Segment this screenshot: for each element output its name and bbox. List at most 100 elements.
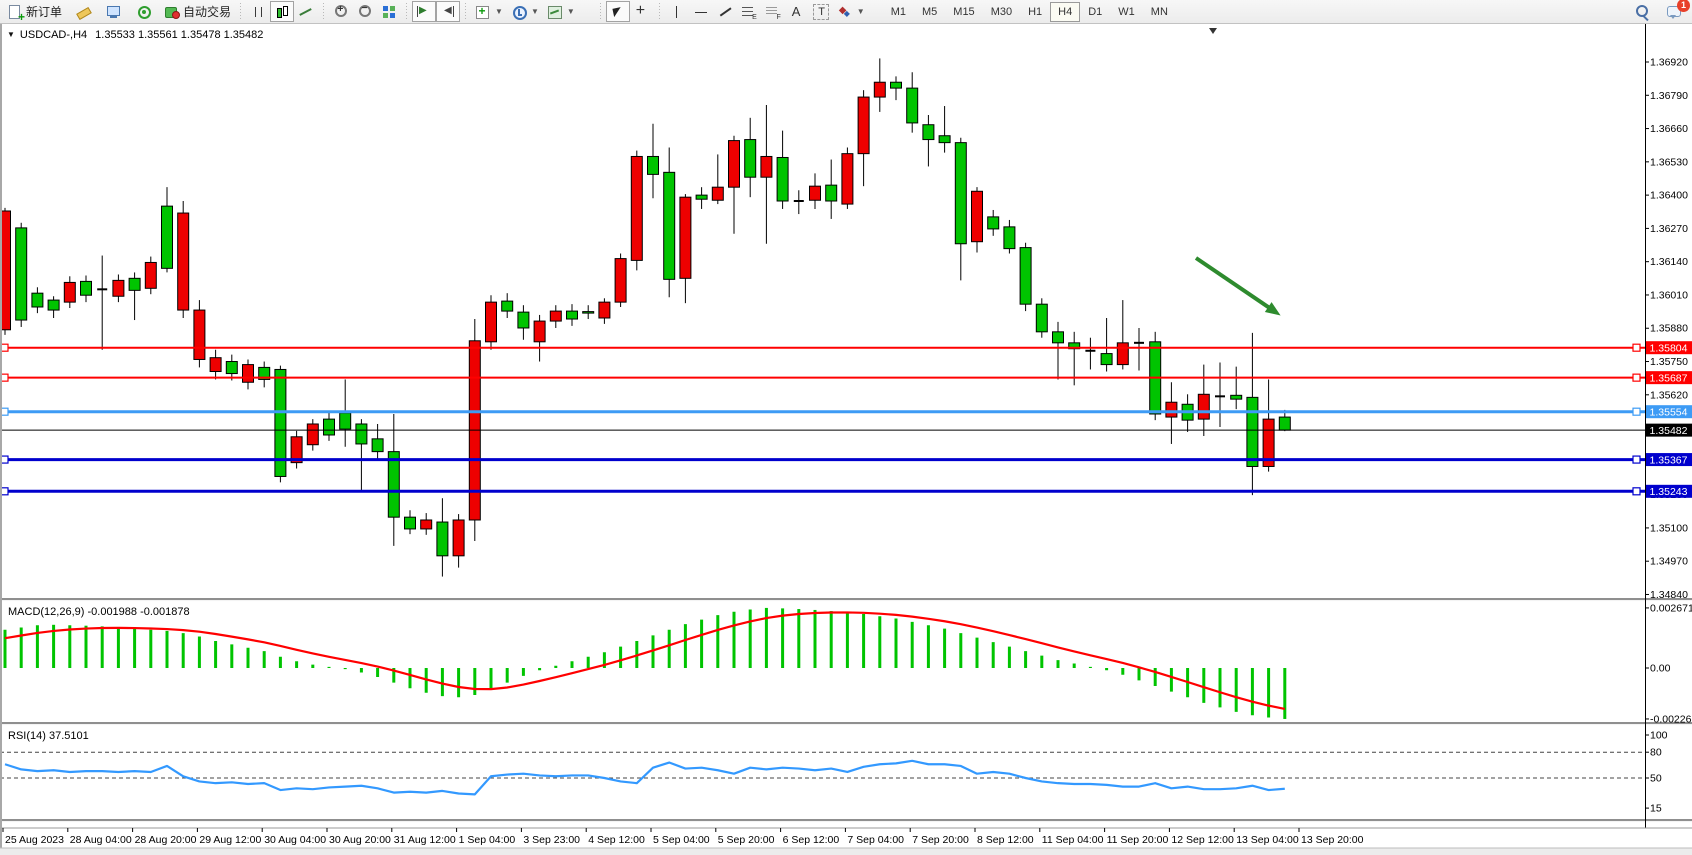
templates-button[interactable]: ▼ [543,1,579,22]
crosshair-tool-button[interactable] [630,1,654,22]
time-axis-label: 30 Aug 04:00 [264,834,326,846]
timeframe-h1-button[interactable]: H1 [1020,2,1050,22]
line-handle[interactable] [1632,487,1641,496]
indicators-button[interactable]: ▼ [471,1,507,22]
pencil-icon [76,4,92,20]
time-axis-label: 12 Sep 12:00 [1171,834,1234,846]
macd-axis-label: 0.002671 [1650,602,1692,614]
price-tick-label: 1.34840 [1650,589,1688,601]
horizontal-line-objects[interactable]: 1.35804 1.35687 1.35554 1.35482 1.35367 1.352… [0,341,1692,498]
strategy-tester-button[interactable] [132,1,156,22]
candle-body [0,210,11,331]
metaeditor-button[interactable] [72,1,96,22]
line-chart-button[interactable] [294,1,318,22]
price-tick-label: 1.36530 [1650,156,1688,168]
timeframe-m15-button[interactable]: M15 [945,2,982,22]
notifications-button[interactable]: 1 [1662,0,1690,22]
fibonacci-tool-button[interactable] [761,1,785,22]
candle-body [161,205,173,269]
tile-windows-button[interactable] [377,1,401,22]
timeframe-m1-button[interactable]: M1 [883,2,914,22]
timeframe-h4-button[interactable]: H4 [1050,1,1081,22]
macd-indicator-label: MACD(12,26,9) -0.001988 -0.001878 [8,606,190,618]
vertical-line-tool-button[interactable] [665,1,689,22]
timeframe-m30-button[interactable]: M30 [983,2,1020,22]
arrow-annotation[interactable] [1194,256,1281,316]
candle-body [890,81,902,89]
text-label-icon [812,3,829,20]
macd-histogram-bar [586,656,590,668]
candle-body [1230,394,1243,400]
macd-histogram-bar [829,611,833,668]
candle-body [760,155,773,178]
symbol-title-bar[interactable]: ▼ USDCAD-,H4 1.35533 1.35561 1.35478 1.354… [7,29,263,41]
new-order-icon [7,4,25,24]
time-axis-label: 25 Aug 2023 [5,834,64,846]
line-handle[interactable] [1632,343,1641,352]
candle-body [128,277,141,291]
macd-histogram-bar [197,636,201,668]
macd-histogram-bar [214,641,218,668]
auto-scroll-button[interactable] [412,1,437,22]
new-order-button[interactable]: 新订单 [3,1,66,24]
search-button[interactable] [1630,1,1654,22]
line-handle[interactable] [0,487,9,496]
candle-body [663,171,676,280]
line-handle[interactable] [0,373,9,382]
candlestick-icon [274,4,290,20]
trendline-tool-button[interactable] [713,1,737,22]
zoom-in-button[interactable] [329,1,353,22]
autotrading-button[interactable]: 自动交易 [160,1,235,22]
candlestick-chart-button[interactable] [270,1,295,22]
chart-shift-marker[interactable] [1209,28,1217,34]
text-icon [789,4,805,20]
line-handle[interactable] [1632,455,1641,464]
candle-body [825,184,838,202]
macd-histogram-bar [311,664,315,668]
time-axis[interactable]: 25 Aug 2023 28 Aug 04:00 28 Aug 20:00 29 Au… [0,827,1692,846]
line-handle[interactable] [0,455,9,464]
macd-axis-label: 0.00 [1650,663,1671,675]
time-axis-label: 29 Aug 12:00 [199,834,261,846]
macd-histogram-bar [781,608,785,668]
line-handle[interactable] [1632,407,1641,416]
line-handle[interactable] [0,407,9,416]
line-handle[interactable] [1632,373,1641,382]
macd-histogram-bar [1153,668,1157,686]
caret-down-icon: ▼ [530,7,539,16]
horizontal-line-tool-button[interactable] [689,1,713,22]
toolbar-separator [655,2,663,21]
timeframe-w1-button[interactable]: W1 [1110,2,1143,22]
arrows-tool-button[interactable]: ▼ [833,1,869,22]
collapse-triangle-icon[interactable]: ▼ [7,30,15,39]
candle-body [841,153,854,205]
text-tool-button[interactable] [785,1,809,22]
candle-body [420,519,433,530]
macd-histogram-bar [343,668,347,670]
text-label-tool-button[interactable] [809,1,833,22]
equidistant-channel-tool-button[interactable] [737,1,761,22]
price-tick-label: 1.35750 [1650,356,1688,368]
macd-histogram-bar [376,668,380,677]
line-handle[interactable] [0,343,9,352]
bar-chart-button[interactable] [246,1,270,22]
periods-button[interactable]: ▼ [507,1,543,22]
zoom-out-button[interactable] [353,1,377,22]
terminal-button[interactable] [102,1,126,22]
time-axis-label: 6 Sep 12:00 [783,834,840,846]
cursor-tool-button[interactable] [605,1,630,22]
macd-histogram-bar [1250,668,1254,716]
toolbar-separator [237,2,245,21]
price-badge-label: 1.35367 [1650,454,1688,466]
timeframe-d1-button[interactable]: D1 [1080,2,1110,22]
rsi-axis-label: 50 [1650,773,1662,785]
macd-histogram-bar [295,661,299,668]
timeframe-mn-button[interactable]: MN [1143,2,1176,22]
chart-shift-button[interactable] [436,1,461,22]
main-toolbar: 新订单 自动交易 ▼ ▼ ▼ [0,0,1692,24]
rsi-axis-label: 80 [1650,747,1662,759]
candle-body [971,190,983,243]
bar-chart-icon [250,3,267,20]
timeframe-m5-button[interactable]: M5 [914,2,945,22]
candle-body [647,155,659,175]
